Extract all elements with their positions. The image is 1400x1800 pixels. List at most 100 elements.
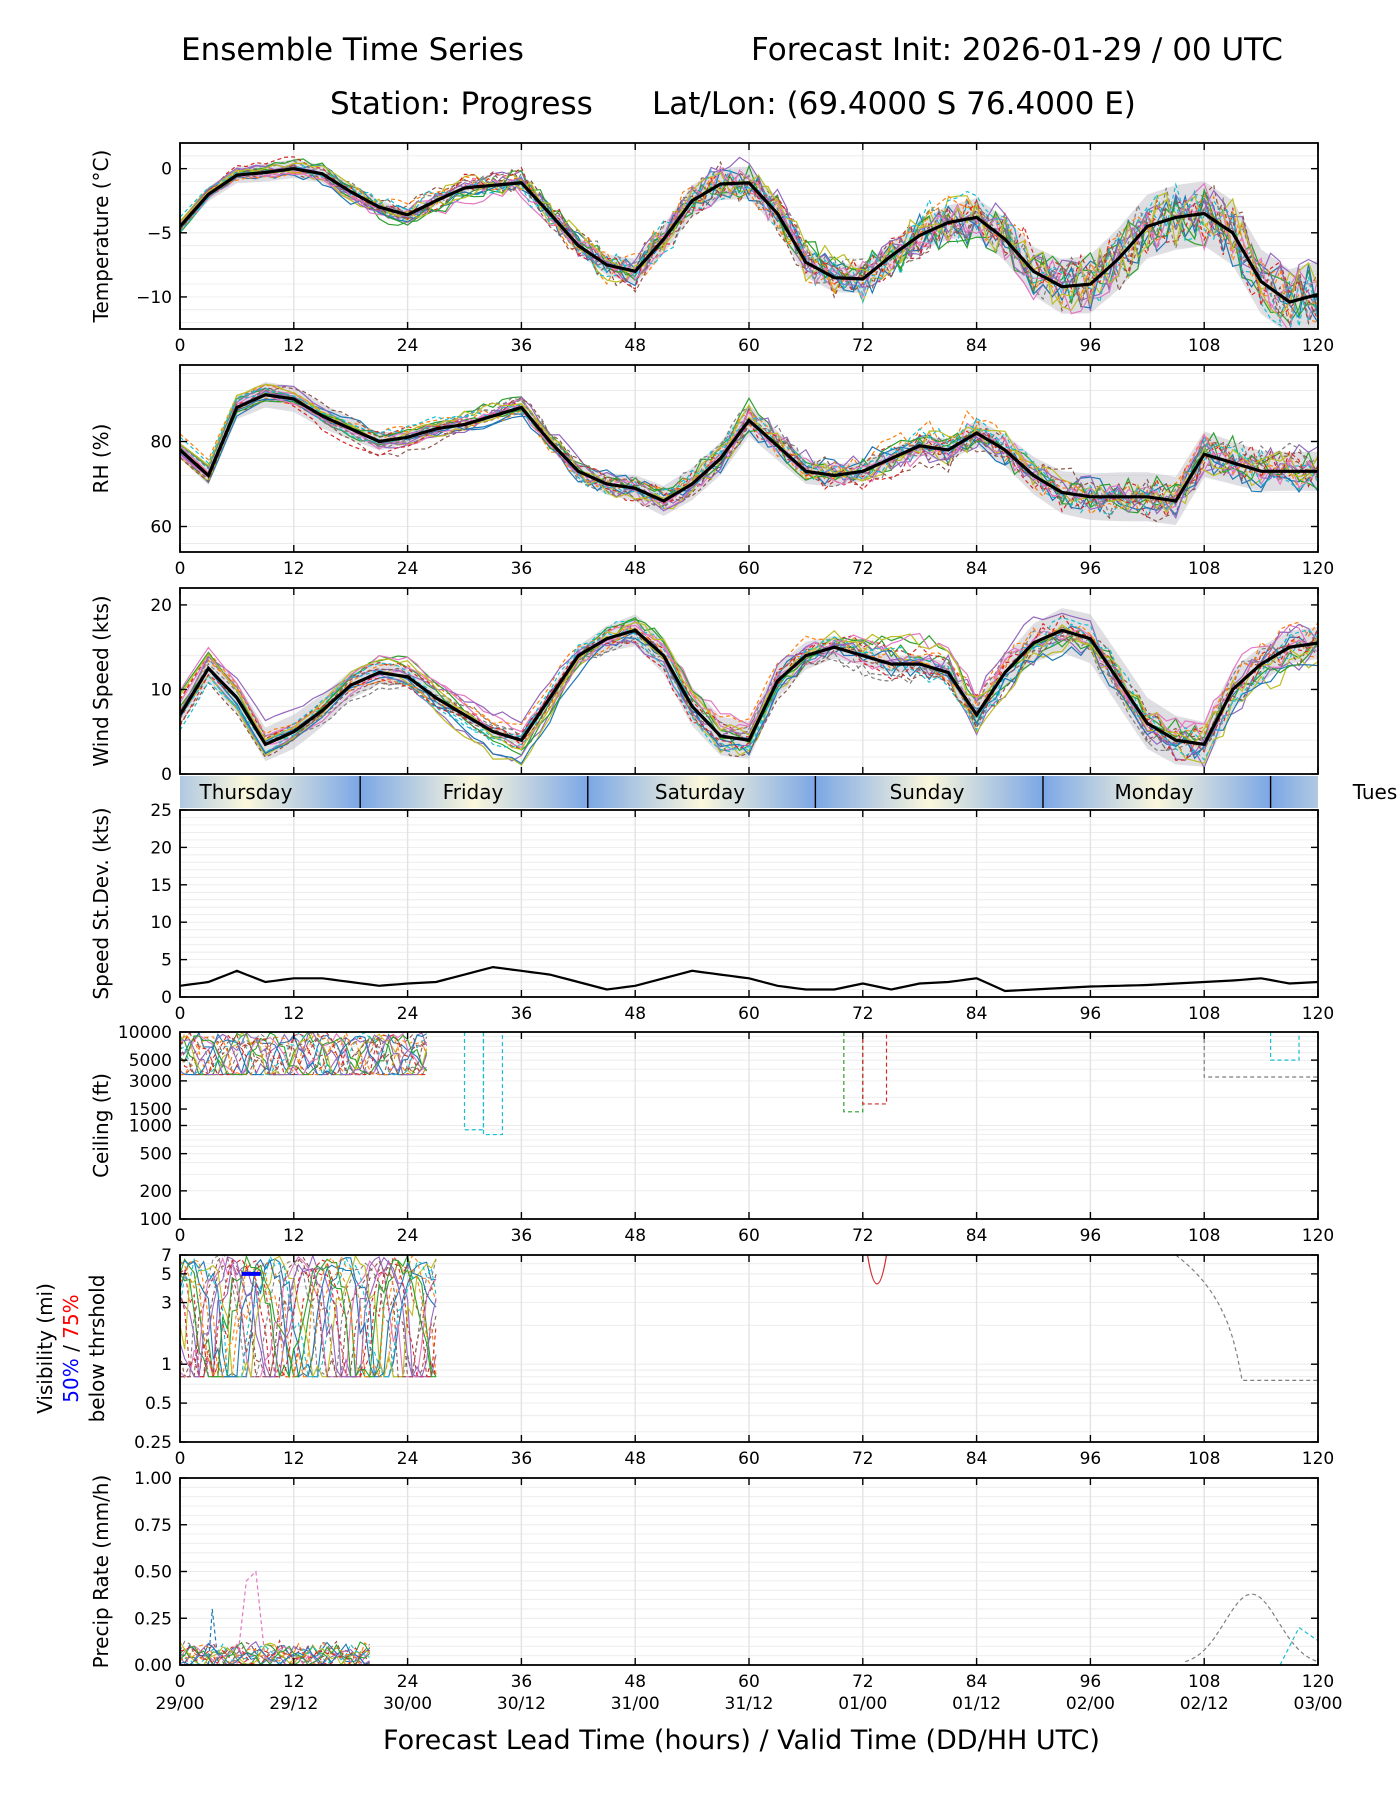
y-axis-title: Wind Speed (kts) [89,595,113,766]
member-line [180,1255,437,1379]
ensemble-mean-line [180,167,1318,304]
x-tick-label: 0 [175,336,186,356]
y-tick-label: 5000 [129,1051,172,1071]
member-line [180,1032,427,1077]
day-band-segment [587,776,816,808]
valid-time-label: 03/00 [1294,1694,1343,1714]
member-line [482,1032,504,1136]
y-tick-label: 5 [161,951,172,971]
x-tick-label: 96 [1080,1226,1102,1246]
member-line [236,1570,266,1665]
member-line [180,1255,437,1378]
y-tick-label: 3 [161,1294,172,1314]
member-line [180,1032,428,1076]
x-tick-label: 48 [624,1449,646,1469]
x-tick-label: 60 [738,559,760,579]
day-label-monday: Monday [1115,780,1194,804]
ensemble-mean-line [180,965,1318,993]
member-line [180,621,1318,749]
day-label-saturday: Saturday [655,780,745,804]
x-tick-label: 84 [966,336,988,356]
member-line [180,1258,437,1378]
member-line [180,164,1318,326]
valid-time-label: 02/00 [1066,1694,1115,1714]
member-line [180,613,1318,761]
valid-time-label: 01/00 [838,1694,887,1714]
plot-area [180,382,1318,525]
y-tick-label: 200 [140,1182,172,1202]
member-line [180,1255,437,1378]
x-tick-label: 24 [397,336,419,356]
day-band-segment [1042,776,1271,808]
x-tick-label: 60 [738,1449,760,1469]
plot-area [180,1255,1318,1381]
member-line [862,1032,888,1105]
member-line [180,1643,370,1665]
x-tick-label: 108 [1188,336,1220,356]
x-tick-label: 24 [397,1004,419,1024]
panel-rh: 60 80 0 12 24 36 48 60 72 84 96 108 120 RH (%) [89,364,1334,579]
y-tick-label: 10 [150,680,172,700]
y-tick-label: 10 [150,913,172,933]
x-tick-label: 108 [1188,1004,1220,1024]
x-tick-label: 96 [1080,1672,1102,1692]
spread-band [180,382,1318,525]
y-tick-label: 80 [150,433,172,453]
member-line [207,1608,219,1665]
x-axis-title: Forecast Lead Time (hours) / Valid Time … [383,1725,1100,1756]
member-line [180,624,1318,758]
y-axis-title: Temperature (°C) [89,150,113,324]
x-tick-label: 24 [397,1672,419,1692]
member-line [180,384,1318,510]
member-line [180,1643,370,1665]
forecast-init: Forecast Init: 2026-01-29 / 00 UTC [751,32,1283,68]
member-line [180,1641,371,1665]
x-tick-label: 84 [966,1672,988,1692]
panel-wind: 0 10 20 Wind Speed (kts) [89,587,1319,785]
x-tick-label: 96 [1080,559,1102,579]
y-axis-title: Speed St.Dev. (kts) [89,807,113,999]
x-tick-label: 12 [283,1226,305,1246]
x-tick-label: 12 [283,559,305,579]
y-tick-label: 0 [161,765,172,785]
x-tick-label: 0 [175,1226,186,1246]
member-line [180,1032,427,1076]
member-line [180,619,1318,749]
x-tick-label: 36 [511,1449,533,1469]
member-line [180,1255,437,1379]
x-tick-label: 48 [624,1226,646,1246]
x-tick-label: 60 [738,1672,760,1692]
y-tick-label: 20 [150,596,172,616]
member-line [180,1032,428,1076]
x-tick-label: 120 [1302,1004,1334,1024]
y-tick-label: 1.00 [134,1469,172,1489]
valid-time-label: 02/12 [1180,1694,1229,1714]
day-band-segment [1270,776,1319,808]
y-tick-label: 1000 [129,1117,172,1137]
valid-time-label: 30/12 [497,1694,546,1714]
chart-title: Ensemble Time Series [181,32,524,68]
label-75pct: 75% [59,1294,83,1338]
member-line [180,158,1318,317]
valid-time-label: 29/12 [269,1694,318,1714]
y-axis-title: 50% / 75% [59,1294,83,1402]
x-tick-label: 60 [738,1226,760,1246]
y-tick-label: 100 [140,1210,172,1230]
y-tick-label: 500 [140,1145,172,1165]
member-line [1269,1032,1300,1061]
member-line [180,1033,428,1076]
y-tick-label: −10 [136,288,172,308]
y-tick-label: 20 [150,838,172,858]
label-50pct: 50% [59,1358,83,1402]
panel-temperature: 0 −5 −10 0 12 24 36 48 60 72 84 96 108 120 Temperature… [89,142,1334,356]
member-line [866,1255,888,1285]
day-label-friday: Friday [443,780,504,804]
valid-time-label: 31/00 [611,1694,660,1714]
day-band-segment [180,776,361,808]
valid-time-label: 30/00 [383,1694,432,1714]
x-tick-label: 36 [511,559,533,579]
member-line [843,1032,864,1113]
x-tick-label: 12 [283,1449,305,1469]
